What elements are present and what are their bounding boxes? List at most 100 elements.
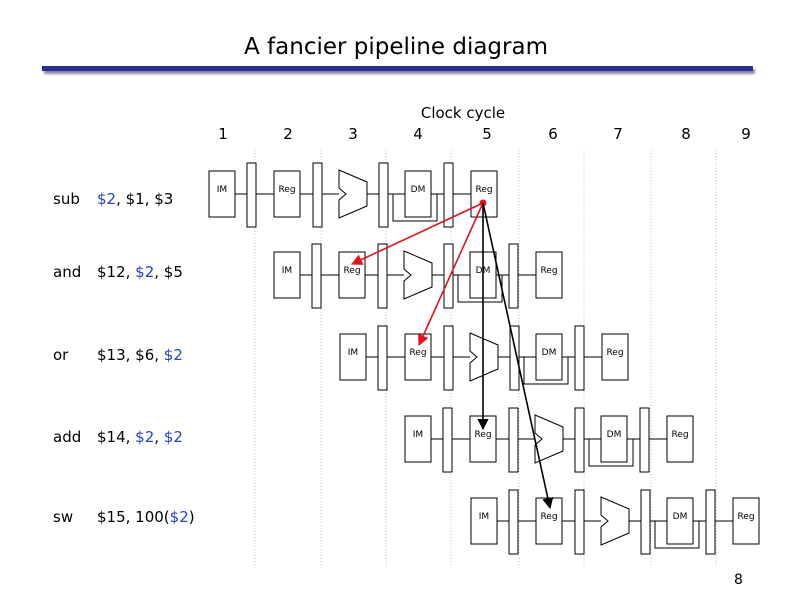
pipeline-register (509, 325, 520, 391)
cycle-number: 7 (613, 125, 623, 143)
cycle-number: 2 (283, 125, 293, 143)
dm-stage-label: DM (542, 348, 557, 358)
pipeline-register (377, 243, 388, 309)
im-stage (273, 251, 301, 299)
hazard-arrow (350, 202, 484, 265)
operand-text: , $5 (154, 263, 183, 281)
operand-text: $13, $6, (97, 346, 164, 364)
im-stage-label: IM (479, 512, 489, 522)
dependent-register: $2 (169, 508, 189, 526)
pipeline-register (443, 162, 454, 228)
pipeline-register (311, 243, 322, 309)
pipeline-register (508, 489, 519, 555)
pipeline-row: IM Reg DM Reg (404, 407, 694, 473)
pipeline-register (705, 489, 716, 555)
reg-read-stage (273, 170, 301, 218)
instruction-operands: $14, $2, $2 (97, 428, 183, 446)
reg-write-stage (732, 497, 760, 545)
pipeline-row: IM Reg DM Reg (339, 325, 629, 391)
operand-text: $15, 100( (97, 508, 170, 526)
reg-write-stage (601, 333, 629, 381)
pipeline-register (508, 407, 519, 473)
operand-text: ) (188, 508, 195, 526)
instruction-opcode: sw (53, 508, 74, 526)
reg-write-stage (666, 415, 694, 463)
im-stage-label: IM (348, 348, 358, 358)
hazard-arrow (418, 202, 484, 347)
pipeline-row: IM Reg DM Reg (208, 162, 498, 228)
cycle-number: 8 (681, 125, 691, 143)
pipeline-register (574, 407, 585, 473)
pipeline-register (508, 243, 519, 309)
reg-read-stage-label: Reg (540, 512, 557, 522)
cycle-number: 6 (548, 125, 558, 143)
pipelines: IM Reg DM Reg IM Reg DM Reg IM Reg DM Reg IM Reg DM Reg… (208, 162, 760, 555)
im-stage-label: IM (217, 185, 227, 195)
reg-write-stage (535, 251, 563, 299)
cycle-number: 1 (218, 125, 228, 143)
pipeline-register (442, 407, 453, 473)
pipeline-register (443, 325, 454, 391)
reg-read-stage-label: Reg (474, 430, 491, 440)
dependency-arrows (350, 199, 554, 510)
instruction-operands: $15, 100($2) (97, 508, 195, 526)
dependent-register: $2 (97, 190, 117, 208)
cycle-numbers: 1 2 3 4 5 6 7 8 9 (218, 125, 751, 143)
dm-stage-label: DM (411, 185, 426, 195)
instruction-opcode: sub (53, 190, 80, 208)
instruction-operands: $2, $1, $3 (97, 190, 173, 208)
cycle-number: 4 (413, 125, 423, 143)
pipeline-register (640, 489, 651, 555)
dependent-register: $2 (135, 428, 155, 446)
dm-stage-label: DM (673, 512, 688, 522)
pipeline-register (312, 162, 323, 228)
reg-read-stage-label: Reg (278, 185, 295, 195)
dependent-register: $2 (163, 346, 183, 364)
operand-text: $14, (97, 428, 136, 446)
cycle-number: 5 (482, 125, 492, 143)
operand-text: , $1, $3 (116, 190, 174, 208)
alu-icon (534, 414, 564, 464)
reg-write-stage-label: Reg (475, 185, 492, 195)
operand-text: $12, (97, 263, 136, 281)
dm-stage (535, 333, 563, 381)
pipeline-register (639, 407, 650, 473)
alu-icon (403, 250, 433, 300)
alu-icon (469, 332, 499, 382)
pipeline-register (246, 162, 257, 228)
instruction-operands: $13, $6, $2 (97, 346, 183, 364)
im-stage (470, 497, 498, 545)
im-stage-label: IM (413, 430, 423, 440)
reg-write-stage-label: Reg (737, 512, 754, 522)
dependent-register: $2 (163, 428, 183, 446)
pipeline-register (443, 243, 454, 309)
instruction-opcode: or (53, 346, 69, 364)
slide-title: A fancier pipeline diagram (244, 34, 548, 60)
reg-write-stage-label: Reg (671, 430, 688, 440)
page-number: 8 (734, 572, 743, 588)
reg-write-stage-label: Reg (606, 348, 623, 358)
alu-icon (600, 496, 630, 546)
instruction-opcode: add (53, 428, 82, 446)
clock-cycle-label: Clock cycle (421, 104, 505, 122)
instruction-operands: $12, $2, $5 (97, 263, 183, 281)
pipeline-register (377, 325, 388, 391)
datapath-wire (392, 194, 438, 222)
pipeline-register (574, 325, 585, 391)
pipeline-register (378, 162, 389, 228)
title-underline (42, 66, 753, 71)
datapath-wire (523, 357, 569, 385)
forward-arrow (482, 202, 554, 510)
datapath-wire (588, 439, 634, 467)
reg-read-stage-label: Reg (409, 348, 426, 358)
instruction-opcode: and (53, 263, 82, 281)
cycle-number: 9 (741, 125, 751, 143)
dm-stage-label: DM (607, 430, 622, 440)
im-stage-label: IM (282, 266, 292, 276)
dependent-register: $2 (135, 263, 155, 281)
alu-icon (338, 169, 368, 219)
dm-stage (600, 415, 628, 463)
cycle-number: 3 (348, 125, 358, 143)
